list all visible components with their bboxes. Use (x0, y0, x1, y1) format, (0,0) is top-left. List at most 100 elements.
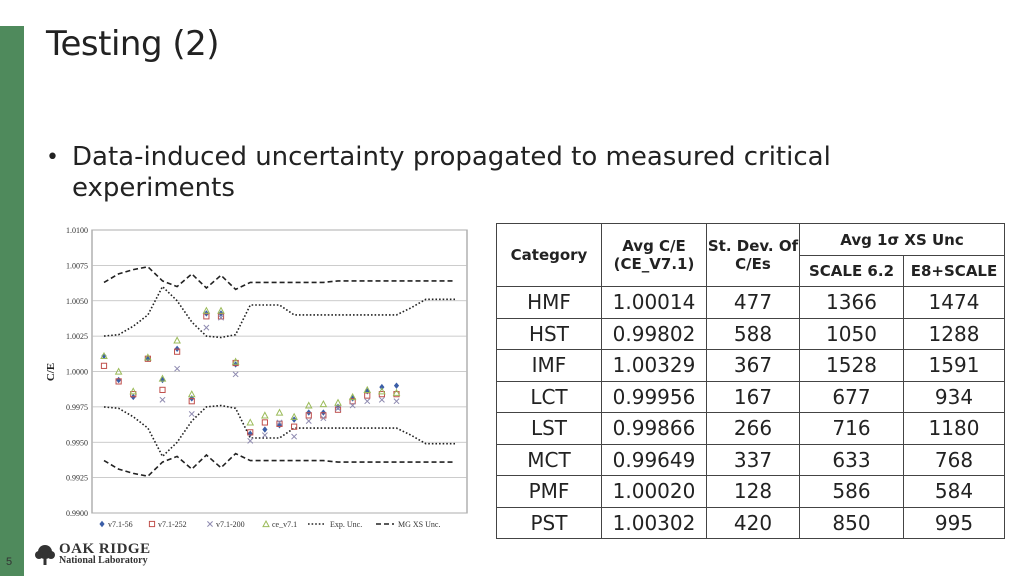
data-point-v7-1-200 (393, 398, 400, 405)
bullet-point: • Data-induced uncertainty propagated to… (46, 142, 966, 204)
data-point-v7-1-56 (262, 426, 268, 433)
header-avg-ce: Avg C/E (CE_V7.1) (601, 223, 707, 287)
data-point-v7-1-56 (393, 382, 400, 389)
data-point-v7-1-56 (379, 383, 385, 391)
legend-marker (99, 520, 105, 528)
data-point-ce-v7-1 (217, 306, 225, 314)
data-point-v7-1-200 (261, 432, 268, 439)
data-point-v7-1-252 (247, 429, 254, 436)
cell-scale: 716 (799, 412, 904, 445)
x-marker-stroke (349, 402, 356, 409)
y-tick-label: 1.0100 (66, 226, 88, 235)
data-point-ce-v7-1 (158, 374, 167, 382)
table-row: LCT 0.99956 167 677 934 (496, 380, 1005, 413)
table-row: HMF 1.00014 477 1366 1474 (496, 286, 1005, 319)
legend-label: v7.1-200 (216, 520, 245, 529)
x-marker-stroke (232, 371, 239, 378)
cell-stdev: 367 (706, 349, 800, 382)
legend-label: Exp. Unc. (330, 520, 362, 529)
ce-scatter-chart: C/E 0.9900 0.9925 0.9950 0.9975 1.0000 1.0025… (40, 222, 480, 538)
cell-scale: 586 (799, 475, 904, 508)
x-marker-stroke (291, 433, 298, 440)
cell-scale: 1050 (799, 317, 904, 350)
data-point-v7-1-200 (247, 437, 254, 444)
data-point-v7-1-200 (159, 396, 166, 403)
cell-scale: 1366 (799, 286, 904, 319)
data-point-v7-1-200 (349, 402, 356, 409)
legend-marker (207, 521, 213, 527)
logo-line1: OAK RIDGE (59, 541, 151, 557)
cell-avg-ce: 0.99956 (601, 380, 707, 413)
legend-marker (262, 519, 270, 528)
data-point-v7-1-200 (364, 398, 371, 405)
cell-category: PMF (496, 475, 602, 508)
x-marker-stroke (305, 418, 312, 424)
cell-avg-ce: 1.00302 (601, 506, 707, 539)
x-marker-stroke (247, 437, 254, 444)
cell-category: LST (496, 412, 602, 445)
x-marker-stroke (159, 396, 166, 403)
cell-category: HST (496, 317, 602, 350)
series-line-exp--unc--upper (103, 285, 455, 339)
data-point-ce-v7-1 (304, 401, 313, 409)
data-point-v7-1-252 (100, 362, 108, 369)
cell-e8: 1180 (903, 412, 1005, 445)
y-tick-label: 0.9975 (66, 403, 88, 412)
header-stdev: St. Dev. Of C/Es (706, 223, 800, 287)
cell-e8: 768 (903, 443, 1005, 476)
cell-category: HMF (496, 286, 602, 319)
y-tick-label: 1.0075 (66, 261, 88, 270)
bullet-dot-icon: • (46, 145, 59, 170)
cell-category: PST (496, 506, 602, 539)
oak-tree-icon (35, 545, 55, 565)
data-point-ce-v7-1 (114, 367, 123, 375)
cell-scale: 1528 (799, 349, 904, 382)
x-marker-stroke (261, 432, 268, 439)
x-marker-stroke (218, 314, 224, 321)
logo-line2: National Laboratory (59, 555, 148, 566)
cell-e8: 1474 (903, 286, 1005, 319)
data-point-v7-1-56 (247, 430, 253, 437)
data-point-ce-v7-1 (392, 388, 401, 396)
data-point-v7-1-200 (232, 371, 239, 378)
data-point-ce-v7-1 (129, 387, 138, 395)
header-e8: E8+SCALE (903, 255, 1005, 287)
x-marker-stroke (335, 405, 341, 412)
x-marker-stroke (320, 415, 327, 422)
x-marker-stroke (276, 419, 283, 426)
cell-avg-ce: 1.00329 (601, 349, 707, 382)
legend-marker (148, 520, 156, 528)
x-marker-stroke (393, 398, 400, 405)
uncertainty-table: Category Avg C/E (CE_V7.1) St. Dev. Of C… (496, 223, 1005, 539)
data-point-v7-1-252 (159, 386, 166, 393)
data-point-ce-v7-1 (319, 399, 328, 408)
data-point-v7-1-200 (174, 365, 181, 372)
data-point-ce-v7-1 (173, 336, 181, 344)
cell-category: LCT (496, 380, 602, 413)
cell-e8: 934 (903, 380, 1005, 413)
oak-ridge-logo: OAK RIDGE National Laboratory (34, 541, 151, 567)
data-point-ce-v7-1 (202, 306, 211, 314)
data-point-ce-v7-1 (246, 418, 255, 426)
y-tick-label: 0.9950 (66, 438, 88, 447)
cell-stdev: 477 (706, 286, 800, 319)
legend-label: ce_v7.1 (272, 520, 297, 529)
data-point-ce-v7-1 (144, 353, 152, 361)
legend-label: v7.1-252 (158, 520, 187, 529)
table-row: LST 0.99866 266 716 1180 (496, 412, 1005, 445)
data-point-ce-v7-1 (100, 351, 108, 360)
cell-stdev: 266 (706, 412, 800, 445)
y-tick-label: 0.9925 (66, 474, 88, 483)
slide-title: Testing (2) (46, 24, 220, 64)
x-marker-stroke (174, 365, 181, 372)
page-number: 5 (6, 556, 13, 568)
data-point-v7-1-252 (174, 348, 181, 355)
data-point-v7-1-252 (261, 419, 268, 426)
data-point-v7-1-252 (305, 412, 312, 419)
y-tick-label: 1.0000 (66, 368, 88, 377)
data-point-ce-v7-1 (363, 385, 372, 393)
data-point-v7-1-56 (101, 352, 107, 360)
bullet-text: Data-induced uncertainty propagated to m… (72, 142, 831, 203)
cell-stdev: 420 (706, 506, 800, 539)
cell-e8: 995 (903, 506, 1005, 539)
